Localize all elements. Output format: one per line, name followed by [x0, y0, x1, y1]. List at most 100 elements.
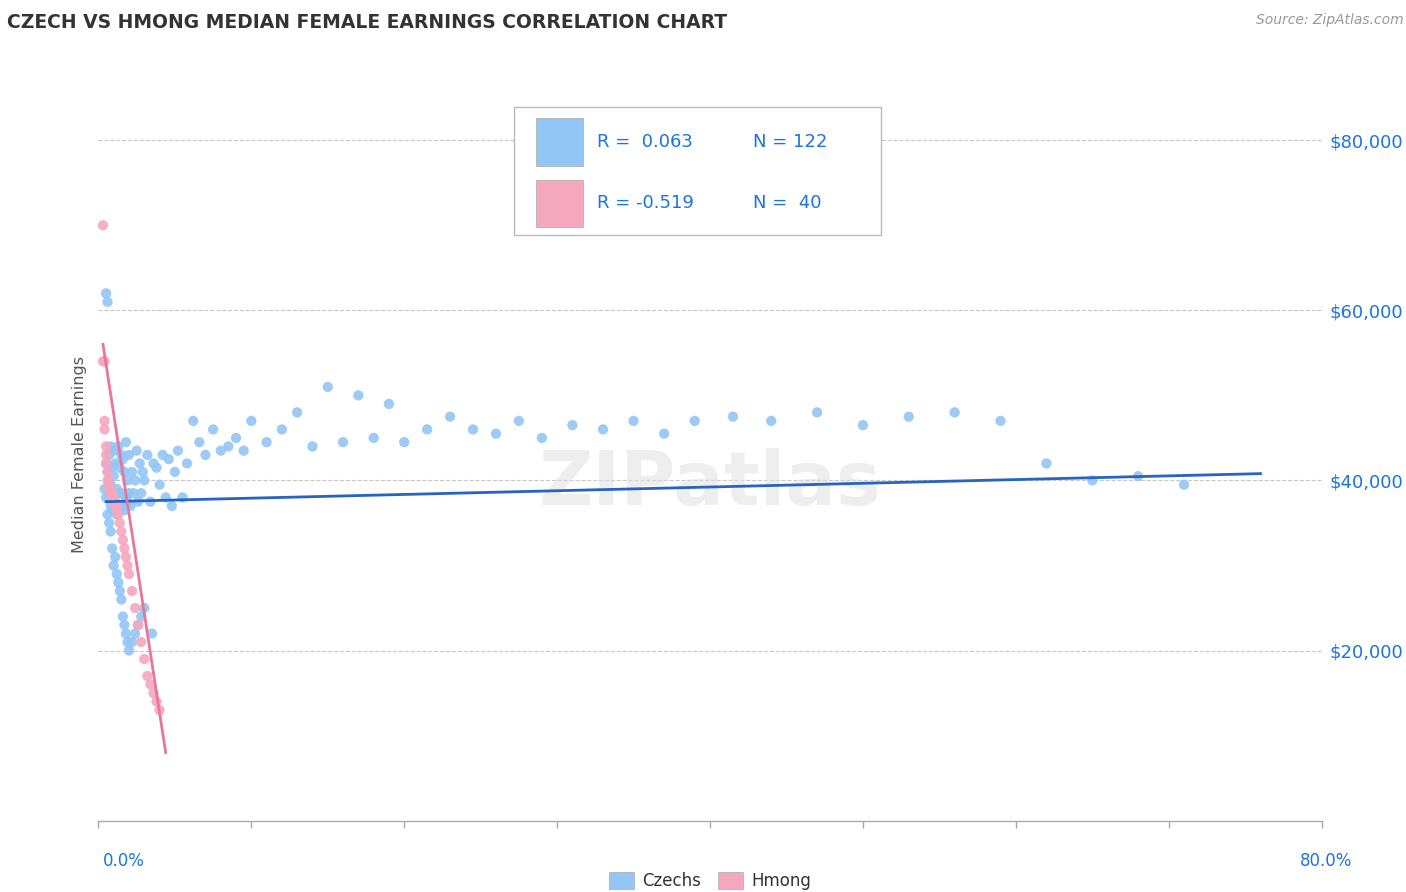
Point: [852, 418, 875, 433]
Point: [134, 601, 156, 615]
Text: R = -0.519: R = -0.519: [598, 194, 695, 212]
Point: [105, 482, 128, 496]
Point: [103, 491, 125, 505]
Y-axis label: Median Female Earnings: Median Female Earnings: [72, 357, 87, 553]
Point: [943, 405, 966, 419]
Point: [115, 626, 138, 640]
Point: [112, 465, 135, 479]
Point: [100, 524, 122, 539]
Point: [378, 397, 401, 411]
Text: N = 122: N = 122: [752, 133, 827, 151]
Point: [623, 414, 645, 428]
Point: [181, 414, 204, 428]
Point: [111, 499, 134, 513]
Point: [683, 414, 706, 428]
Point: [98, 482, 121, 496]
Point: [103, 494, 125, 508]
Point: [91, 219, 114, 233]
Point: [104, 494, 127, 508]
Text: CZECH VS HMONG MEDIAN FEMALE EARNINGS CORRELATION CHART: CZECH VS HMONG MEDIAN FEMALE EARNINGS CO…: [7, 13, 727, 32]
Point: [129, 609, 152, 624]
Point: [332, 435, 354, 450]
Point: [111, 533, 134, 547]
Point: [104, 457, 127, 471]
Point: [209, 443, 232, 458]
Point: [108, 584, 131, 599]
Point: [107, 575, 129, 590]
Point: [93, 354, 115, 368]
Point: [110, 524, 132, 539]
Point: [897, 409, 920, 424]
Point: [127, 618, 149, 632]
Point: [104, 499, 127, 513]
Point: [98, 516, 121, 530]
Point: [1173, 477, 1195, 491]
Point: [141, 626, 163, 640]
Point: [93, 482, 115, 496]
Point: [363, 431, 385, 445]
Point: [117, 558, 139, 573]
Point: [118, 448, 141, 462]
Point: [136, 669, 159, 683]
Point: [103, 558, 125, 573]
Point: [806, 405, 828, 419]
Point: [127, 494, 149, 508]
Text: 0.0%: 0.0%: [103, 852, 145, 870]
Point: [100, 486, 122, 500]
Point: [347, 388, 370, 402]
Point: [160, 499, 183, 513]
Point: [167, 443, 190, 458]
Point: [98, 474, 121, 488]
Point: [145, 695, 167, 709]
Point: [592, 422, 614, 436]
Point: [97, 294, 120, 309]
Point: [316, 380, 339, 394]
Point: [561, 418, 583, 433]
Point: [721, 409, 744, 424]
Point: [124, 474, 146, 488]
Point: [132, 465, 155, 479]
Point: [134, 474, 156, 488]
Point: [110, 486, 132, 500]
Point: [105, 508, 128, 522]
Point: [139, 677, 162, 691]
Point: [97, 508, 120, 522]
Point: [93, 414, 115, 428]
Point: [157, 452, 180, 467]
Point: [416, 422, 439, 436]
Point: [112, 503, 135, 517]
Point: [94, 491, 117, 505]
Point: [172, 491, 194, 505]
Point: [112, 541, 135, 556]
Point: [139, 494, 162, 508]
Point: [94, 439, 117, 453]
Point: [101, 491, 124, 505]
Point: [240, 414, 263, 428]
Point: [115, 435, 138, 450]
Point: [1128, 469, 1150, 483]
Point: [98, 486, 121, 500]
Point: [94, 286, 117, 301]
Point: [108, 516, 131, 530]
Point: [121, 465, 143, 479]
Point: [202, 422, 225, 436]
Point: [117, 474, 139, 488]
Legend: Czechs, Hmong: Czechs, Hmong: [602, 865, 818, 892]
Text: R =  0.063: R = 0.063: [598, 133, 693, 151]
Bar: [536, 119, 583, 166]
Point: [152, 448, 174, 462]
Point: [270, 422, 292, 436]
Point: [107, 508, 129, 522]
Point: [97, 465, 120, 479]
Point: [108, 499, 131, 513]
Point: [91, 354, 114, 368]
Point: [1081, 474, 1104, 488]
Point: [118, 643, 141, 657]
Point: [118, 486, 141, 500]
Point: [98, 448, 121, 462]
Point: [103, 443, 125, 458]
Point: [115, 491, 138, 505]
Point: [105, 499, 128, 513]
Point: [149, 703, 172, 717]
Point: [100, 482, 122, 496]
